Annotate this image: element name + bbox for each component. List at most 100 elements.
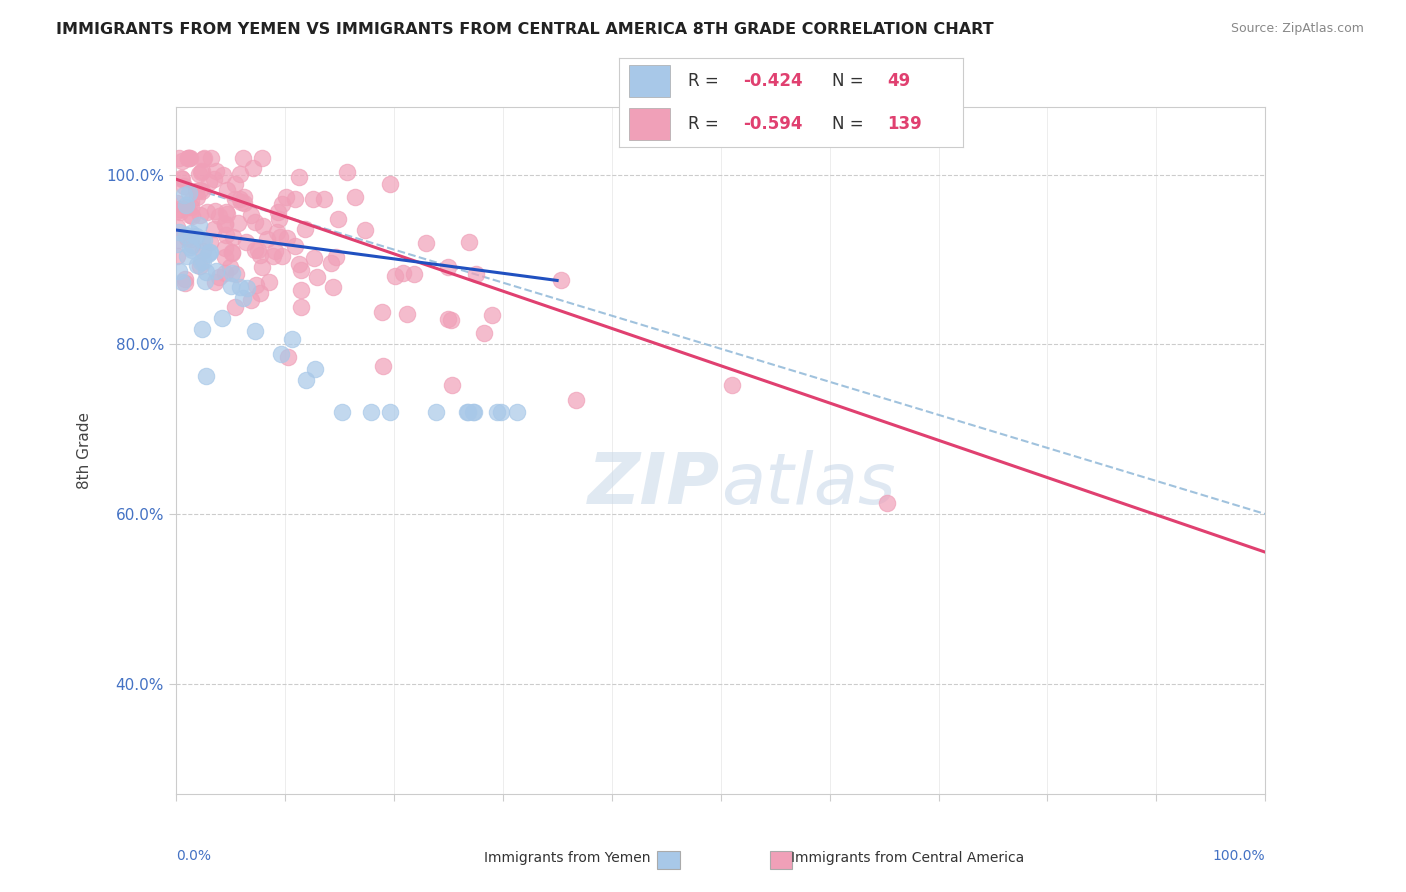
Point [195,265,218,279]
Point [198,245,221,260]
Point [249,285,271,300]
Point [215,227,238,242]
Point [188,183,211,197]
Point [228,192,250,206]
Point [200,244,222,259]
Text: 100.0%: 100.0% [1213,849,1265,863]
Point [232,291,254,305]
Point [270,347,292,361]
Point [204,203,226,218]
Point [167,233,190,247]
Point [191,152,214,166]
Point [179,151,201,165]
Point [264,244,287,259]
Point [188,167,211,181]
Text: N =: N = [832,115,869,133]
Point [166,249,188,263]
Text: -0.424: -0.424 [742,72,803,90]
Point [404,268,426,282]
Point [193,233,215,247]
Point [214,241,236,255]
Point [240,208,263,222]
Point [330,405,353,419]
Point [179,186,201,200]
Point [173,178,195,193]
Text: 139: 139 [887,115,922,133]
Point [277,350,299,364]
Point [200,151,222,165]
Point [378,405,401,419]
Point [295,373,318,387]
Point [184,228,207,243]
Point [252,219,274,234]
Point [240,293,263,308]
Point [245,278,267,293]
Point [212,168,235,182]
Point [166,204,188,219]
Point [506,405,529,419]
Point [250,151,273,165]
Point [274,190,297,204]
Point [876,496,898,510]
Point [370,305,392,319]
Point [211,310,233,325]
Text: R =: R = [688,115,724,133]
Point [290,300,312,314]
Point [457,405,479,419]
Point [269,230,291,244]
Point [221,246,243,260]
Point [229,167,252,181]
Point [218,260,240,274]
Point [176,231,198,245]
Point [188,259,211,273]
Point [235,281,257,295]
Point [288,256,311,270]
Point [167,225,190,239]
Point [336,165,359,179]
Point [198,175,221,189]
Point [193,253,215,268]
Point [257,275,280,289]
Point [266,225,288,239]
Point [190,255,212,269]
Point [191,233,214,247]
Point [243,215,266,229]
Point [174,198,197,212]
Point [247,243,270,257]
Point [550,273,572,287]
Text: 49: 49 [887,72,911,90]
Point [464,267,486,281]
Point [233,195,256,210]
Point [392,266,415,280]
Point [472,326,495,340]
Point [232,190,254,204]
Bar [628,65,671,97]
Point [214,217,236,231]
Point [194,369,217,384]
Point [186,258,208,272]
Point [217,183,239,197]
Point [191,244,214,258]
Point [181,244,204,258]
Point [193,151,215,165]
Point [565,392,588,407]
Point [167,202,190,216]
Point [221,245,243,260]
Point [328,211,350,226]
Point [322,279,344,293]
Text: -0.594: -0.594 [742,115,803,133]
Point [195,205,218,219]
Point [271,249,294,263]
Point [294,221,316,235]
Point [214,251,236,265]
Point [481,308,503,322]
Text: IMMIGRANTS FROM YEMEN VS IMMIGRANTS FROM CENTRAL AMERICA 8TH GRADE CORRELATION C: IMMIGRANTS FROM YEMEN VS IMMIGRANTS FROM… [56,22,994,37]
Bar [770,851,793,869]
Point [243,243,266,257]
Point [184,185,207,199]
Point [180,194,202,208]
Point [463,405,485,419]
Point [176,249,198,263]
Point [180,201,202,215]
Point [288,170,311,185]
